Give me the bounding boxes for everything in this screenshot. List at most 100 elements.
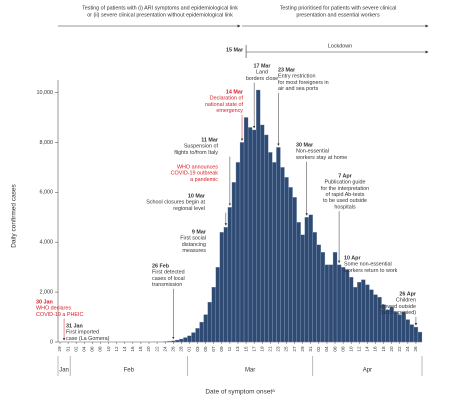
annotation-text: Declaration of bbox=[210, 96, 244, 102]
annotation-date: 11 Mar bbox=[201, 137, 219, 143]
annotation-date: 14 Mar bbox=[226, 89, 244, 95]
y-tick-label: 0 bbox=[50, 339, 53, 345]
annotation-text: Some non-essential bbox=[344, 262, 392, 268]
bar bbox=[167, 341, 172, 343]
x-tick-label: 05 bbox=[203, 346, 208, 352]
annotation-text: borders close bbox=[246, 76, 278, 82]
bar bbox=[268, 152, 273, 343]
bar bbox=[393, 311, 398, 343]
y-tick-label: 2,000 bbox=[40, 290, 54, 296]
x-tick-label: 06 bbox=[90, 346, 95, 352]
annotation-text: allowed outside bbox=[379, 304, 416, 310]
bar bbox=[256, 89, 261, 343]
annotation-text: Suspension of bbox=[184, 144, 219, 150]
x-tick-label: 16 bbox=[373, 346, 378, 352]
annotation-text: First social bbox=[180, 236, 206, 242]
bar bbox=[195, 328, 200, 343]
bar bbox=[373, 294, 378, 343]
annotation-text: cases of local bbox=[152, 276, 185, 282]
x-tick-label: 11 bbox=[227, 346, 232, 351]
annotation-text: (accompanied) bbox=[380, 310, 416, 316]
x-tick-label: 22 bbox=[397, 346, 402, 352]
annotation-text: First detected bbox=[152, 270, 185, 276]
bar bbox=[397, 314, 402, 343]
x-tick-label: 14 bbox=[122, 346, 127, 352]
bar bbox=[264, 134, 269, 343]
annotation-text: for most foreigners in bbox=[278, 80, 329, 86]
annotation-text: COVID-19 outbreak bbox=[171, 171, 219, 177]
bar bbox=[336, 264, 342, 343]
annotation-text: workers stay at home bbox=[295, 155, 347, 161]
bar bbox=[312, 232, 317, 343]
annotation-date: 17 Mar bbox=[253, 63, 271, 69]
bar bbox=[361, 279, 366, 343]
bar bbox=[211, 286, 216, 343]
x-tick-label: 06 bbox=[332, 346, 337, 352]
bar bbox=[191, 332, 196, 343]
annotation-date: 23 Mar bbox=[278, 67, 296, 73]
bar bbox=[215, 266, 220, 343]
annotation-date: 30 Jan bbox=[36, 299, 53, 305]
bar bbox=[260, 124, 265, 343]
x-tick-label: 25 bbox=[284, 346, 289, 352]
phase-text: presentation and essential workers bbox=[296, 12, 380, 18]
phase-text: or (ii) severe clinical presentation wit… bbox=[87, 12, 233, 18]
annotation-text: flights to/from Italy bbox=[174, 150, 218, 156]
y-tick-label: 10,000 bbox=[37, 90, 54, 96]
y-tick-label: 6,000 bbox=[40, 190, 54, 196]
bar bbox=[300, 234, 305, 343]
annotation-text: air and sea ports bbox=[278, 86, 318, 92]
bar bbox=[179, 338, 184, 343]
annotation-date: 26 Apr bbox=[399, 291, 416, 297]
x-tick-label: 04 bbox=[82, 346, 87, 352]
x-tick-label: 27 bbox=[292, 346, 297, 352]
bar bbox=[280, 167, 285, 343]
bar bbox=[345, 269, 350, 343]
bar bbox=[203, 314, 208, 343]
annotation-date: 9 Mar bbox=[192, 229, 207, 235]
bar bbox=[401, 311, 406, 343]
bar bbox=[272, 162, 277, 343]
x-tick-label: 24 bbox=[162, 346, 167, 352]
bar bbox=[276, 147, 281, 343]
bar bbox=[231, 182, 237, 343]
x-tick-label: 18 bbox=[381, 346, 386, 352]
x-tick-label: 03 bbox=[195, 346, 200, 352]
bar bbox=[324, 264, 330, 343]
annotation-text: WHO announces bbox=[177, 164, 218, 170]
annotation-text: case (La Gomera) bbox=[66, 336, 110, 342]
bar bbox=[417, 331, 423, 343]
bar bbox=[223, 227, 229, 343]
x-tick-label: 07 bbox=[211, 346, 216, 352]
bar bbox=[247, 127, 253, 343]
annotation-text: for the interpretation bbox=[321, 186, 369, 192]
annotation-text: transmission bbox=[152, 282, 182, 288]
x-tick-label: 02 bbox=[316, 346, 321, 352]
bar bbox=[413, 326, 419, 343]
bar bbox=[235, 162, 241, 343]
x-tick-label: 14 bbox=[365, 346, 370, 352]
bar bbox=[171, 340, 176, 343]
annotation-text: national state of bbox=[205, 102, 244, 108]
annotation-text: emergency bbox=[216, 108, 243, 114]
bar bbox=[187, 335, 192, 343]
annotation-text: to be used outside bbox=[323, 198, 367, 204]
bar bbox=[251, 129, 257, 343]
bar bbox=[175, 339, 180, 343]
bar bbox=[369, 289, 374, 343]
bar bbox=[183, 337, 188, 343]
annotation-text: hospitals bbox=[334, 204, 356, 210]
x-tick-label: 28 bbox=[179, 346, 184, 352]
bar bbox=[316, 244, 322, 343]
bar bbox=[365, 284, 370, 343]
x-tick-label: 02 bbox=[73, 346, 78, 352]
lockdown-label: Lockdown bbox=[328, 43, 352, 49]
annotation-text: Land bbox=[256, 70, 268, 76]
bar bbox=[243, 117, 249, 343]
annotation-text: of rapid Ab-tests bbox=[326, 192, 365, 198]
x-tick-label: 04 bbox=[324, 346, 329, 352]
x-tick-label: 01 bbox=[187, 346, 192, 352]
annotation-date: 7 Apr bbox=[338, 173, 352, 179]
x-tick-label: 13 bbox=[235, 346, 240, 352]
annotation-text: regional level bbox=[173, 206, 205, 212]
